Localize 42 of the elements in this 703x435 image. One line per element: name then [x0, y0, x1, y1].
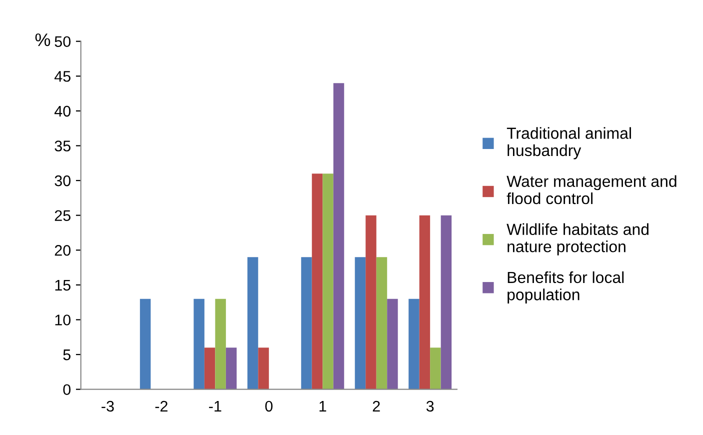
bar [194, 298, 204, 390]
legend-label: Wildlife habitats and nature protection [506, 223, 648, 256]
x-tick-label: -3 [102, 400, 114, 412]
x-tick-label: -1 [209, 400, 222, 412]
bar [430, 348, 441, 390]
bar [376, 257, 388, 390]
bar [354, 257, 366, 390]
bar [301, 257, 312, 390]
bar [322, 174, 334, 390]
x-tick-label: -2 [155, 400, 168, 412]
bar [312, 174, 323, 390]
y-tick-label: 40 [54, 106, 71, 117]
bar [408, 298, 420, 390]
bar [226, 348, 237, 390]
legend-label: Benefits for local population [508, 271, 624, 304]
x-tick-label: 0 [265, 400, 273, 412]
y-tick-label: 45 [54, 71, 70, 82]
x-tick-label: 2 [372, 400, 380, 412]
bar [366, 215, 376, 390]
y-tick-label: 15 [55, 280, 70, 291]
y-tick-label: 10 [55, 314, 71, 326]
bar [333, 83, 344, 390]
y-axis-title: % [35, 33, 50, 46]
bar [387, 298, 398, 390]
y-tick-label: 30 [54, 175, 71, 186]
y-tick-label: 20 [54, 244, 71, 256]
y-tick-label: 50 [54, 36, 71, 48]
x-tick-label: 1 [320, 400, 326, 412]
bar [215, 298, 226, 390]
legend-label: Water management and flood control [506, 175, 676, 204]
bar [419, 215, 430, 390]
y-tick-label: 0 [63, 384, 71, 396]
bar [247, 257, 258, 390]
bar [440, 215, 452, 390]
bar [204, 348, 216, 390]
y-tick-label: 5 [63, 350, 70, 360]
bar [140, 298, 151, 390]
y-tick-label: 35 [54, 140, 70, 152]
y-tick-label: 25 [54, 210, 70, 222]
x-tick-label: 3 [426, 400, 434, 412]
legend-label: Traditional animal husbandry [506, 127, 631, 160]
bar [258, 348, 269, 390]
